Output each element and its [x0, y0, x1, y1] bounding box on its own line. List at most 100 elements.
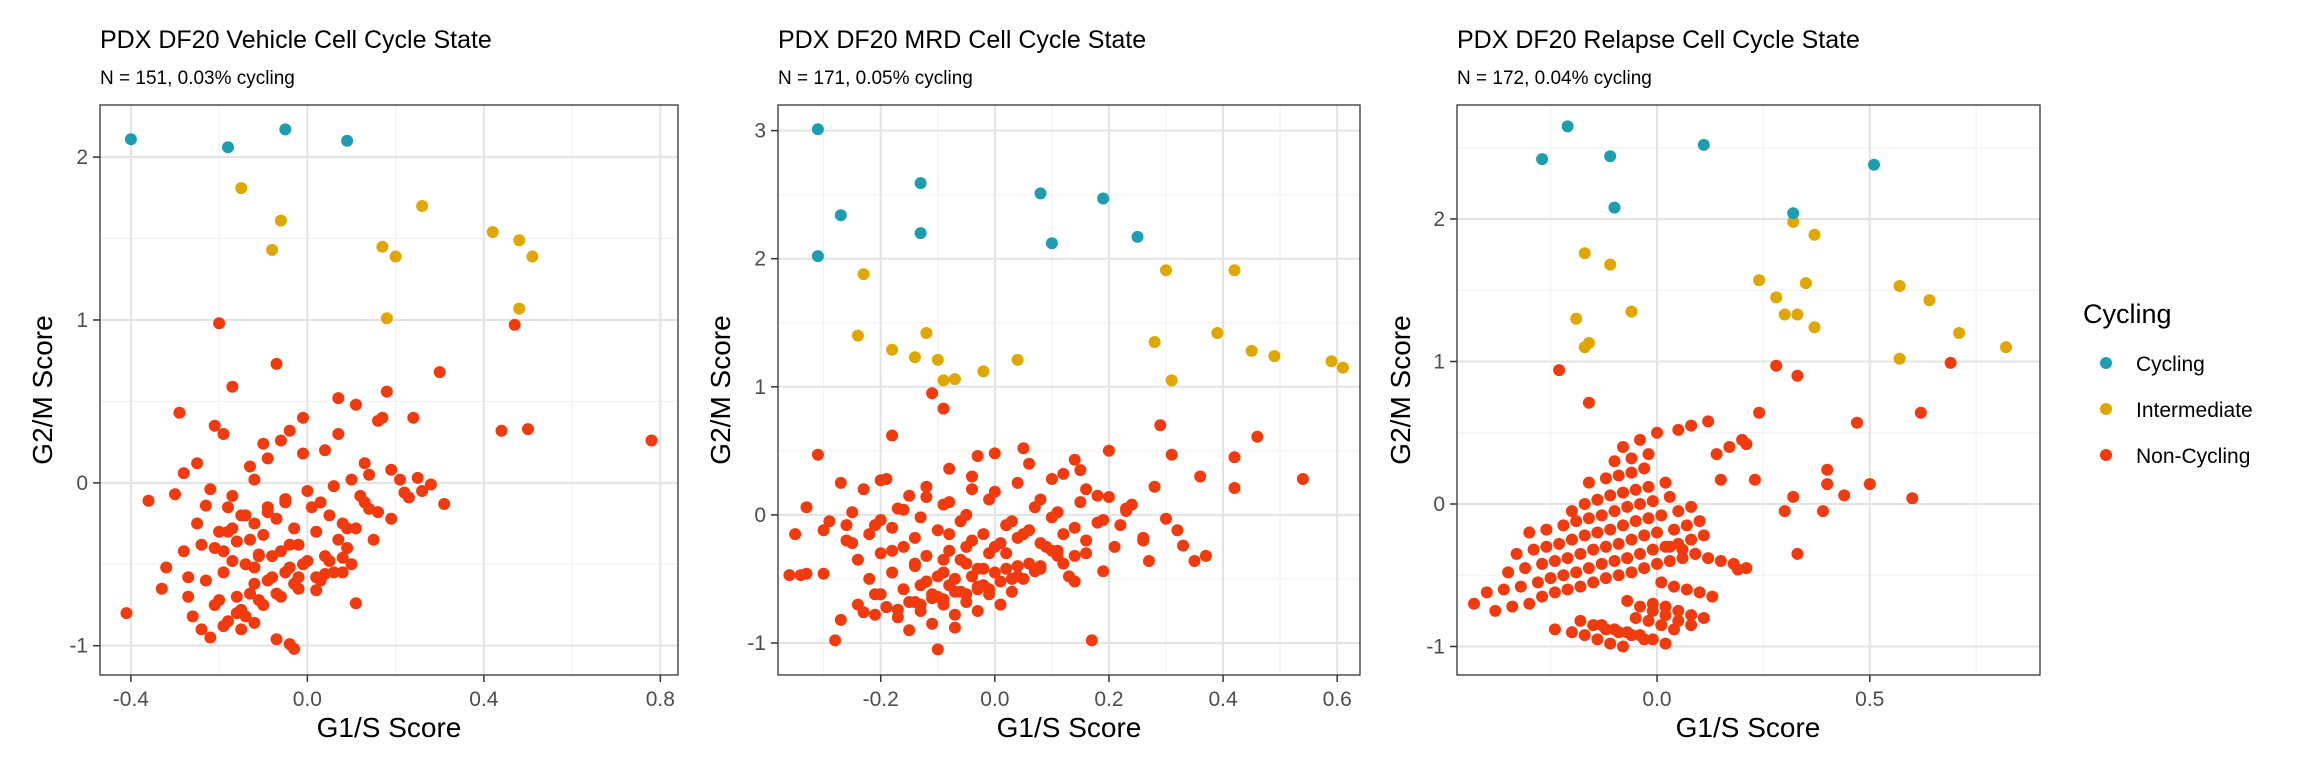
point-non-cycling — [1646, 543, 1659, 556]
point-non-cycling — [937, 498, 950, 511]
point-intermediate — [1923, 294, 1936, 307]
point-non-cycling — [1685, 533, 1698, 546]
point-non-cycling — [1702, 552, 1715, 565]
point-non-cycling — [1080, 483, 1093, 496]
x-tick-label: 0.2 — [1094, 688, 1123, 711]
point-non-cycling — [1536, 557, 1549, 570]
point-non-cycling — [1625, 566, 1638, 579]
legend-item-intermediate: Intermediate — [2100, 399, 2253, 422]
point-intermediate — [1228, 264, 1241, 277]
point-non-cycling — [1570, 566, 1583, 579]
point-non-cycling — [948, 572, 961, 585]
point-non-cycling — [954, 515, 967, 528]
point-non-cycling — [1697, 612, 1710, 624]
point-non-cycling — [1045, 511, 1058, 524]
legend-label-non-cycling: Non-Cycling — [2136, 445, 2250, 468]
point-non-cycling — [1574, 580, 1587, 593]
point-non-cycling — [217, 545, 230, 558]
point-non-cycling — [1553, 537, 1566, 550]
point-non-cycling — [297, 447, 309, 460]
point-non-cycling — [931, 590, 944, 603]
point-non-cycling — [1519, 562, 1532, 575]
legend-label-intermediate: Intermediate — [2136, 399, 2253, 422]
point-non-cycling — [248, 517, 261, 530]
point-non-cycling — [1557, 569, 1570, 582]
x-tick-label: 0.8 — [646, 688, 675, 711]
point-non-cycling — [840, 519, 853, 532]
point-non-cycling — [1906, 492, 1919, 505]
point-non-cycling — [1736, 433, 1749, 446]
point-non-cycling — [1587, 576, 1600, 589]
point-cycling — [1608, 201, 1621, 214]
point-non-cycling — [1676, 543, 1689, 556]
point-cycling — [222, 141, 234, 154]
panel-mrd: PDX DF20 MRD Cell Cycle State N = 171, 0… — [705, 26, 1361, 743]
y-axis-label: G2/M Score — [1385, 315, 1416, 464]
point-non-cycling — [1617, 486, 1629, 499]
point-non-cycling — [1668, 580, 1680, 593]
point-non-cycling — [869, 608, 881, 621]
point-non-cycling — [1548, 623, 1561, 636]
point-non-cycling — [358, 457, 371, 470]
point-intermediate — [886, 343, 899, 356]
point-non-cycling — [789, 528, 802, 541]
point-non-cycling — [1651, 526, 1663, 539]
y-tick-label: 2 — [754, 248, 766, 271]
point-non-cycling — [943, 462, 956, 475]
point-non-cycling — [897, 503, 910, 516]
point-non-cycling — [1672, 505, 1685, 518]
point-intermediate — [977, 365, 990, 378]
point-cycling — [1536, 153, 1549, 166]
x-axis-ticks: -0.4 0.0 0.4 0.8 — [113, 675, 675, 711]
point-non-cycling — [926, 617, 939, 630]
point-non-cycling — [341, 522, 354, 535]
point-non-cycling — [1160, 512, 1172, 525]
point-non-cycling — [914, 511, 927, 524]
point-non-cycling — [292, 538, 305, 551]
point-non-cycling — [208, 419, 221, 432]
point-non-cycling — [1582, 396, 1595, 409]
point-non-cycling — [213, 594, 226, 607]
point-non-cycling — [222, 501, 234, 514]
point-non-cycling — [1817, 505, 1829, 518]
point-non-cycling — [1634, 547, 1646, 560]
point-cycling — [1034, 187, 1047, 200]
point-non-cycling — [1642, 614, 1655, 627]
point-non-cycling — [1617, 640, 1629, 653]
point-non-cycling — [1629, 483, 1642, 496]
point-non-cycling — [1028, 501, 1041, 514]
x-tick-label: -0.2 — [863, 688, 899, 711]
point-non-cycling — [292, 571, 305, 584]
point-non-cycling — [1045, 473, 1058, 485]
point-non-cycling — [1685, 500, 1698, 513]
point-non-cycling — [248, 616, 261, 629]
point-non-cycling — [213, 525, 226, 538]
point-non-cycling — [1642, 448, 1655, 461]
point-non-cycling — [645, 434, 658, 447]
legend-title: Cycling — [2083, 299, 2172, 329]
point-non-cycling — [1034, 560, 1047, 573]
point-non-cycling — [869, 588, 881, 601]
point-non-cycling — [954, 585, 967, 598]
point-non-cycling — [1114, 519, 1127, 532]
point-non-cycling — [846, 537, 859, 550]
point-non-cycling — [1778, 505, 1791, 518]
legend: Cycling Cycling Intermediate Non-Cycling — [2083, 299, 2253, 468]
point-non-cycling — [1587, 543, 1600, 556]
point-non-cycling — [983, 583, 996, 596]
point-non-cycling — [1821, 478, 1834, 491]
point-intermediate — [1808, 321, 1821, 334]
point-intermediate — [1893, 352, 1906, 365]
point-non-cycling — [1621, 552, 1634, 565]
point-non-cycling — [1574, 547, 1587, 560]
point-non-cycling — [191, 457, 204, 470]
x-axis-ticks: -0.2 0.0 0.2 0.4 0.6 — [863, 675, 1352, 711]
point-non-cycling — [1659, 600, 1672, 613]
point-intermediate — [389, 250, 402, 263]
point-non-cycling — [829, 634, 842, 647]
point-non-cycling — [332, 392, 345, 405]
point-non-cycling — [1787, 490, 1800, 503]
point-non-cycling — [886, 566, 899, 579]
panel-subtitle: N = 171, 0.05% cycling — [778, 68, 973, 89]
point-non-cycling — [1604, 489, 1617, 502]
